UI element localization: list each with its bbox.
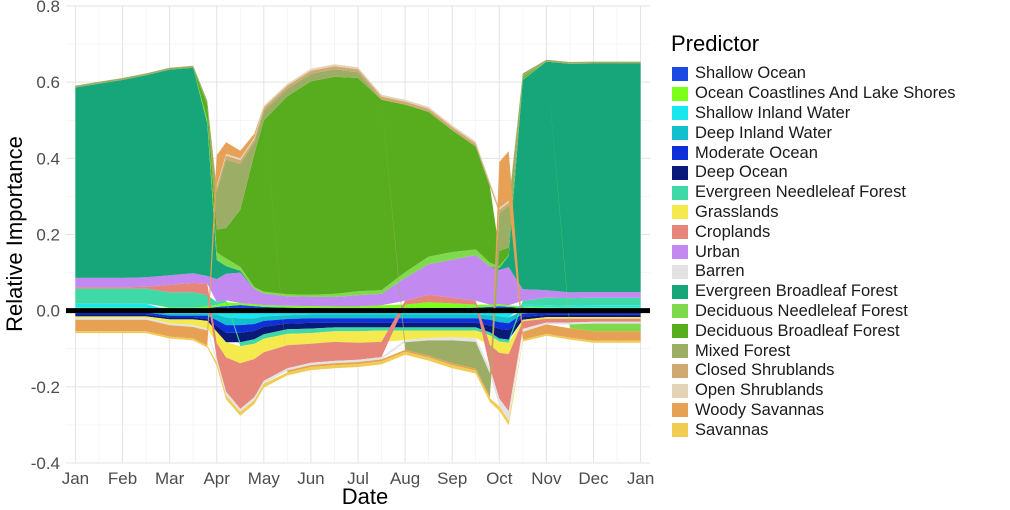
- x-tick-label: Nov: [531, 469, 562, 488]
- area-woody-savannas: [75, 105, 641, 399]
- legend-swatch: [671, 164, 689, 181]
- legend-swatch: [671, 283, 689, 300]
- y-tick-label: 0.0: [36, 302, 60, 321]
- legend-item: Barren: [671, 262, 1006, 282]
- legend-label: Barren: [695, 262, 745, 281]
- y-axis-ticks: -0.4 -0.2 0.0 0.2 0.4 0.6 0.8: [31, 0, 60, 473]
- x-tick-label: Jul: [347, 469, 369, 488]
- legend-label: Deep Ocean: [695, 163, 788, 182]
- legend-label: Deciduous Broadleaf Forest: [695, 321, 900, 340]
- x-tick-label: Sep: [437, 469, 467, 488]
- legend-swatch: [671, 65, 689, 82]
- legend-item: Shallow Ocean: [671, 64, 1006, 84]
- legend: Predictor Shallow Ocean Ocean Coastlines …: [671, 30, 1006, 440]
- legend-label: Shallow Inland Water: [695, 103, 851, 122]
- y-tick-label: -0.2: [31, 378, 60, 397]
- area-deep-ocean: [75, 314, 641, 343]
- legend-swatch: [671, 402, 689, 419]
- legend-item: Deep Inland Water: [671, 123, 1006, 143]
- legend-swatch: [671, 105, 689, 122]
- legend-swatch: [671, 204, 689, 221]
- legend-item: Deciduous Broadleaf Forest: [671, 321, 1006, 341]
- legend-items: Shallow Ocean Ocean Coastlines And Lake S…: [671, 64, 1006, 440]
- x-tick-label: Oct: [486, 469, 513, 488]
- x-tick-label: Jan: [627, 469, 654, 488]
- legend-item: Mixed Forest: [671, 341, 1006, 361]
- y-tick-label: 0.4: [36, 149, 60, 168]
- legend-item: Deciduous Needleleaf Forest: [671, 302, 1006, 322]
- area-layers: [75, 59, 641, 426]
- legend-label: Urban: [695, 242, 740, 261]
- legend-label: Deciduous Needleleaf Forest: [695, 301, 908, 320]
- legend-label: Grasslands: [695, 202, 779, 221]
- legend-label: Woody Savannas: [695, 400, 825, 419]
- legend-label: Moderate Ocean: [695, 143, 818, 162]
- legend-item: Urban: [671, 242, 1006, 262]
- area-moderate-ocean: [75, 312, 641, 333]
- legend-item: Evergreen Needleleaf Forest: [671, 183, 1006, 203]
- x-tick-label: Dec: [578, 469, 609, 488]
- area-evergreen-broadleaf-forest: [75, 61, 641, 297]
- area-savannas: [75, 331, 641, 426]
- legend-swatch: [671, 85, 689, 102]
- legend-item: Evergreen Broadleaf Forest: [671, 282, 1006, 302]
- x-axis-title: Date: [342, 484, 388, 509]
- y-tick-label: -0.4: [31, 454, 60, 473]
- y-tick-label: 0.8: [36, 0, 60, 16]
- y-tick-label: 0.2: [36, 226, 60, 245]
- legend-label: Croplands: [695, 222, 771, 241]
- legend-item: Deep Ocean: [671, 163, 1006, 183]
- legend-swatch: [671, 125, 689, 142]
- legend-swatch: [671, 382, 689, 399]
- legend-item: Woody Savannas: [671, 401, 1006, 421]
- area-grasslands: [75, 316, 641, 364]
- legend-label: Evergreen Broadleaf Forest: [695, 282, 898, 301]
- x-tick-label: Mar: [155, 469, 185, 488]
- y-axis-title: Relative Importance: [2, 136, 27, 332]
- legend-item: Shallow Inland Water: [671, 104, 1006, 124]
- area-urban: [75, 255, 641, 307]
- legend-swatch: [671, 343, 689, 360]
- legend-item: Croplands: [671, 222, 1006, 242]
- area-ocean-coastlines-and-lake-shores: [75, 302, 641, 309]
- area-croplands: [75, 282, 641, 412]
- legend-swatch: [671, 362, 689, 379]
- legend-label: Open Shrublands: [695, 381, 824, 400]
- x-tick-label: Jan: [62, 469, 89, 488]
- y-tick-label: 0.6: [36, 73, 60, 92]
- area-deep-inland-water: [75, 310, 641, 326]
- legend-swatch: [671, 323, 689, 340]
- legend-swatch: [671, 263, 689, 280]
- legend-swatch: [671, 244, 689, 261]
- legend-label: Mixed Forest: [695, 341, 791, 360]
- legend-swatch: [671, 184, 689, 201]
- legend-label: Deep Inland Water: [695, 123, 832, 142]
- area-deciduous-broadleaf-forest: [75, 61, 641, 295]
- x-tick-label: Aug: [390, 469, 420, 488]
- legend-swatch: [671, 145, 689, 162]
- legend-label: Evergreen Needleleaf Forest: [695, 183, 906, 202]
- legend-item: Closed Shrublands: [671, 361, 1006, 381]
- legend-swatch: [671, 422, 689, 439]
- x-tick-label: May: [248, 469, 281, 488]
- legend-title: Predictor: [671, 31, 760, 56]
- legend-swatch: [671, 224, 689, 241]
- legend-label: Ocean Coastlines And Lake Shores: [695, 84, 956, 103]
- legend-item: Moderate Ocean: [671, 143, 1006, 163]
- legend-item: Open Shrublands: [671, 381, 1006, 401]
- legend-item: Grasslands: [671, 203, 1006, 223]
- legend-item: Savannas: [671, 420, 1006, 440]
- legend-label: Savannas: [695, 420, 769, 439]
- x-tick-label: Feb: [108, 469, 137, 488]
- x-axis-ticks: Jan Feb Mar Apr May Jun Jul Aug Sep Oct Nov Dec Jan: [62, 469, 655, 488]
- legend-label: Shallow Ocean: [695, 64, 806, 83]
- legend-item: Ocean Coastlines And Lake Shores: [671, 84, 1006, 104]
- legend-swatch: [671, 303, 689, 320]
- x-tick-label: Apr: [203, 469, 230, 488]
- legend-label: Closed Shrublands: [695, 361, 835, 380]
- x-tick-label: Jun: [297, 469, 324, 488]
- area-evergreen-needleleaf-forest: [75, 288, 641, 347]
